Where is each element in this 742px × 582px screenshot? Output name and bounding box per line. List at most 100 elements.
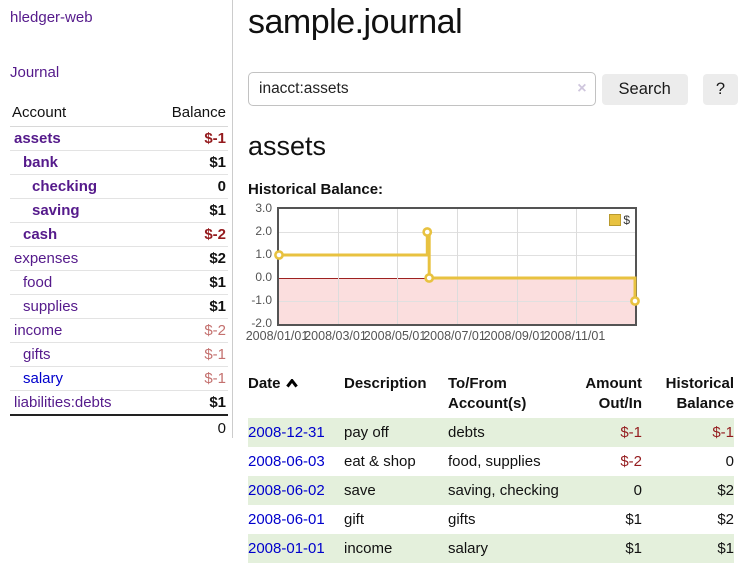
- v-gridline: [397, 209, 399, 324]
- v-gridline: [516, 209, 518, 324]
- clear-search-icon[interactable]: ×: [577, 80, 587, 97]
- sidebar: hledger-web Journal Account Balance asse…: [0, 0, 233, 440]
- account-link[interactable]: expenses: [14, 250, 79, 267]
- search-box: ×: [248, 72, 596, 106]
- account-row: gifts $-1: [10, 342, 228, 367]
- series-line: [274, 227, 640, 306]
- y-axis-tick-label: 2.0: [255, 224, 272, 238]
- transaction-balance: 0: [725, 452, 734, 470]
- transaction-date-link[interactable]: 2008-06-01: [248, 510, 325, 528]
- transaction-description: save: [344, 481, 376, 499]
- sidebar-item-journal[interactable]: Journal: [10, 64, 60, 81]
- transaction-balance: $2: [717, 481, 734, 499]
- y-axis-tick-label: -1.0: [251, 293, 272, 307]
- account-row: liabilities:debts $1: [10, 390, 228, 416]
- data-point-marker: [424, 273, 435, 283]
- transaction-row: 2008-06-01 gift gifts $1 $2: [248, 505, 734, 534]
- accounts-table: Account Balance assets $-1 bank $1 checking 0…: [10, 102, 228, 440]
- account-link[interactable]: income: [14, 322, 63, 339]
- v-gridline: [456, 209, 458, 324]
- register-header-date[interactable]: Date: [248, 371, 344, 418]
- transaction-amount: 0: [633, 481, 642, 499]
- legend-swatch-icon: [609, 214, 622, 226]
- account-link[interactable]: bank: [23, 154, 59, 171]
- transaction-description: gift: [344, 510, 365, 528]
- search-button[interactable]: Search: [601, 73, 688, 105]
- account-row: income $-2: [10, 318, 228, 343]
- sort-ascending-icon: [285, 379, 298, 388]
- account-row: assets $-1: [10, 126, 228, 151]
- account-balance: $-1: [149, 342, 228, 367]
- accounts-total-row: 0: [10, 414, 228, 440]
- account-row: cash $-2: [10, 222, 228, 247]
- x-axis-tick-label: 2008/07/01: [423, 329, 486, 343]
- account-balance: $1: [149, 150, 228, 175]
- chart-title: Historical Balance:: [248, 181, 384, 198]
- v-gridline: [576, 209, 578, 324]
- transaction-row: 2008-01-01 income salary $1 $1: [248, 533, 734, 563]
- chart-plot-area[interactable]: $: [274, 207, 640, 326]
- transaction-date-link[interactable]: 2008-06-02: [248, 481, 325, 499]
- transaction-amount: $1: [625, 539, 642, 557]
- transaction-description: pay off: [344, 423, 389, 441]
- transaction-description: income: [344, 539, 393, 557]
- transaction-amount: $-1: [620, 423, 642, 441]
- y-axis-tick-label: 1.0: [255, 247, 272, 261]
- balance-chart: $ 3.0 2.0 1.0 0.0 -1.0 -2.0 2008/01/01 2008/03…: [246, 201, 738, 347]
- search-form: × Search ?: [248, 72, 738, 106]
- account-row: bank $1: [10, 150, 228, 175]
- accounts-total-value: 0: [149, 414, 228, 440]
- transaction-accounts: saving, checking: [448, 481, 559, 499]
- account-balance: $-1: [149, 366, 228, 391]
- data-point-marker: [630, 296, 640, 306]
- y-axis-tick-label: 3.0: [255, 201, 272, 215]
- transaction-balance: $2: [717, 510, 734, 528]
- account-link[interactable]: saving: [32, 202, 80, 219]
- transaction-date-link[interactable]: 2008-06-03: [248, 452, 325, 470]
- transaction-row: 2008-06-02 save saving, checking 0 $2: [248, 475, 734, 505]
- account-row: supplies $1: [10, 294, 228, 319]
- account-link[interactable]: food: [23, 274, 53, 291]
- account-link[interactable]: liabilities:debts: [14, 394, 112, 411]
- app-title-link[interactable]: hledger-web: [10, 9, 93, 26]
- account-balance: $1: [149, 294, 228, 319]
- transaction-row: 2008-12-31 pay off debts $-1 $-1: [248, 417, 734, 447]
- transaction-amount: $1: [625, 510, 642, 528]
- account-link[interactable]: checking: [32, 178, 98, 195]
- account-row: salary $-1: [10, 366, 228, 391]
- v-gridline: [337, 209, 339, 324]
- register-header-historical-balance[interactable]: Historical Balance: [665, 375, 734, 413]
- legend-label: $: [623, 213, 630, 227]
- y-axis-tick-label: 0.0: [255, 270, 272, 284]
- transaction-date-link[interactable]: 2008-01-01: [248, 539, 325, 557]
- account-link[interactable]: supplies: [23, 298, 79, 315]
- account-link[interactable]: cash: [23, 226, 58, 243]
- transaction-row: 2008-06-03 eat & shop food, supplies $-2 0: [248, 447, 734, 476]
- account-balance: 0: [149, 174, 228, 199]
- register-header-to-from-account-s-[interactable]: To/From Account(s): [448, 375, 527, 413]
- register-header-amount-out-in[interactable]: Amount Out/In: [585, 375, 642, 413]
- account-row: expenses $2: [10, 246, 228, 271]
- account-balance: $-1: [149, 126, 228, 151]
- search-input[interactable]: [248, 72, 596, 106]
- account-link[interactable]: salary: [23, 370, 64, 387]
- data-point-marker: [274, 250, 284, 260]
- account-balance: $1: [149, 390, 228, 416]
- account-link[interactable]: gifts: [23, 346, 51, 363]
- main-content: sample.journal × Search ? assets Histori…: [246, 0, 738, 563]
- transaction-balance: $-1: [712, 423, 734, 441]
- accounts-header-balance: Balance: [149, 102, 228, 127]
- help-button[interactable]: ?: [702, 73, 738, 105]
- transaction-accounts: debts: [448, 423, 485, 441]
- account-link[interactable]: assets: [14, 130, 61, 147]
- register-header-description[interactable]: Description: [344, 375, 427, 392]
- transaction-date-link[interactable]: 2008-12-31: [248, 423, 325, 441]
- account-balance: $-2: [149, 222, 228, 247]
- account-balance: $1: [149, 198, 228, 223]
- account-row: food $1: [10, 270, 228, 295]
- x-axis-tick-label: 2008/03/01: [304, 329, 367, 343]
- transaction-amount: $-2: [620, 452, 642, 470]
- account-row: saving $1: [10, 198, 228, 223]
- x-axis-tick-label: 2008/11/01: [543, 329, 606, 343]
- account-balance: $-2: [149, 318, 228, 343]
